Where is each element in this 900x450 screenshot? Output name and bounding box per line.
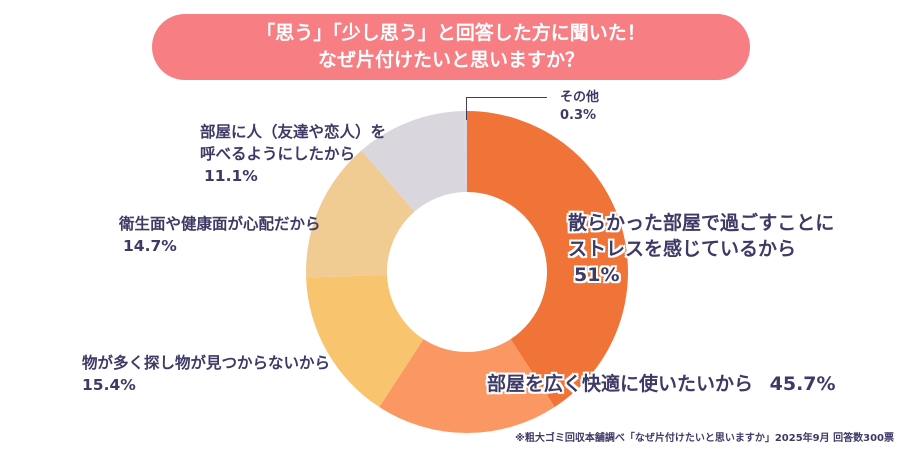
segment-guests — [361, 111, 466, 212]
chart-title-banner: 「思う」「少し思う」と回答した方に聞いた！ なぜ片付けたいと思いますか？ — [152, 14, 750, 80]
label-guests: 部屋に人（友達や恋人）を 呼べるようにしたから 11.1% — [200, 123, 387, 185]
title-line-1: 「思う」「少し思う」と回答した方に聞いた！ — [256, 22, 646, 44]
segment-other — [464, 111, 467, 193]
label-stress: 散らかった部屋で過ごすことに ストレスを感じているから 51% — [568, 212, 835, 286]
source-footnote: ※粗大ゴミ回収本舗調べ「なぜ片付けたいと思いますか」2025年9月 回答数300… — [515, 433, 894, 444]
segment-hygiene — [306, 150, 415, 278]
label-spacious: 部屋を広く快適に使いたいから 45.7% — [487, 373, 836, 395]
label-other: その他 0.3% — [560, 90, 600, 123]
other-leader-line — [466, 97, 547, 120]
label-hygiene: 衛生面や健康面が心配だから 14.7% — [119, 215, 321, 255]
segment-spacious — [379, 339, 555, 433]
segment-search — [306, 274, 424, 408]
segment-stress — [467, 111, 629, 408]
label-search: 物が多く探し物が見つからないから 15.4% — [82, 354, 331, 394]
title-line-2: なぜ片付けたいと思いますか？ — [317, 49, 584, 71]
